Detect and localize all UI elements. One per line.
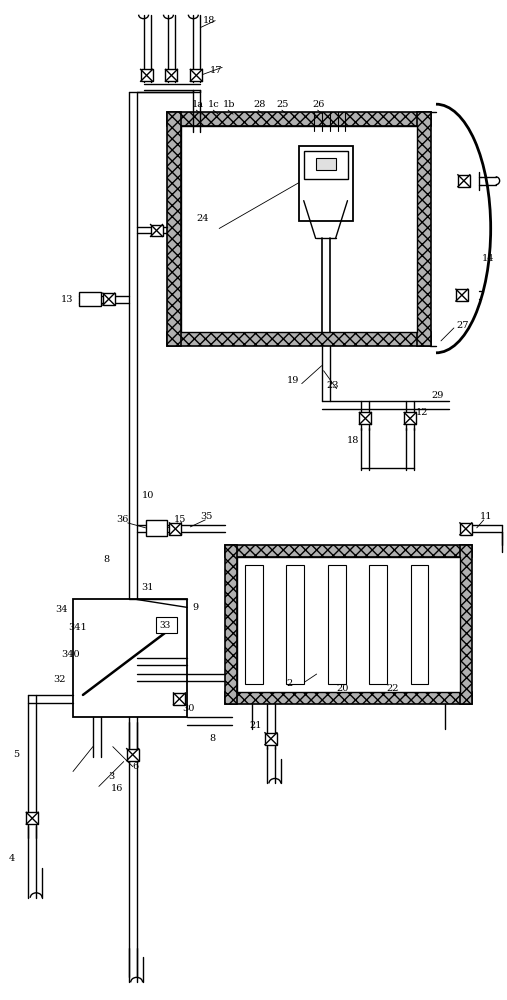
- Bar: [225, 545, 472, 557]
- Text: 12: 12: [416, 408, 428, 417]
- Text: 4: 4: [8, 854, 15, 863]
- Text: 33: 33: [160, 621, 171, 630]
- Text: 6: 6: [133, 762, 139, 771]
- Bar: [328, 565, 346, 684]
- Text: 22: 22: [386, 684, 399, 693]
- Text: 16: 16: [111, 784, 123, 793]
- Text: 36: 36: [116, 515, 128, 524]
- Text: 340: 340: [61, 650, 80, 659]
- Text: 32: 32: [53, 675, 65, 684]
- Text: 24: 24: [196, 214, 209, 223]
- Text: 20: 20: [337, 684, 349, 693]
- Text: 2: 2: [287, 679, 293, 688]
- Text: 19: 19: [287, 376, 299, 385]
- Text: 13: 13: [61, 295, 74, 304]
- Bar: [169, 523, 182, 535]
- Bar: [146, 520, 167, 536]
- Text: 15: 15: [173, 515, 186, 524]
- Bar: [103, 293, 115, 305]
- Text: 31: 31: [141, 583, 154, 592]
- Text: 11: 11: [480, 512, 492, 521]
- Text: 5: 5: [13, 750, 19, 759]
- Bar: [165, 69, 177, 81]
- Bar: [286, 565, 304, 684]
- Bar: [245, 565, 263, 684]
- Bar: [460, 523, 472, 535]
- Text: 35: 35: [200, 512, 212, 521]
- Text: 10: 10: [141, 491, 154, 500]
- Bar: [265, 733, 277, 745]
- Text: 21: 21: [249, 721, 262, 730]
- Text: 23: 23: [327, 381, 339, 390]
- Text: 1c: 1c: [208, 100, 220, 109]
- Text: 17: 17: [210, 66, 223, 75]
- Bar: [237, 557, 460, 692]
- Bar: [79, 292, 101, 306]
- Bar: [460, 545, 472, 704]
- Bar: [26, 812, 38, 824]
- Bar: [316, 158, 336, 170]
- Bar: [140, 69, 153, 81]
- Bar: [190, 69, 202, 81]
- Bar: [456, 289, 468, 301]
- Text: 14: 14: [482, 254, 494, 263]
- Bar: [73, 599, 188, 717]
- Text: 8: 8: [104, 555, 110, 564]
- Text: 34: 34: [55, 605, 67, 614]
- Text: 28: 28: [253, 100, 265, 109]
- Text: 27: 27: [456, 321, 468, 330]
- Text: 25: 25: [277, 100, 289, 109]
- Bar: [411, 565, 428, 684]
- Bar: [304, 151, 348, 179]
- Bar: [167, 112, 182, 346]
- Bar: [225, 545, 237, 704]
- Bar: [359, 412, 371, 424]
- Bar: [417, 112, 431, 346]
- Text: 26: 26: [313, 100, 325, 109]
- Text: 9: 9: [192, 603, 198, 612]
- Bar: [151, 225, 163, 236]
- Bar: [225, 692, 472, 704]
- Text: 30: 30: [183, 704, 195, 713]
- Text: 18: 18: [203, 16, 215, 25]
- Bar: [404, 412, 416, 424]
- Text: 8: 8: [209, 734, 215, 743]
- Bar: [173, 693, 186, 705]
- Text: 3: 3: [108, 772, 114, 781]
- Bar: [458, 175, 470, 187]
- Bar: [127, 749, 138, 761]
- Bar: [369, 565, 387, 684]
- Text: 18: 18: [346, 436, 359, 445]
- Bar: [299, 146, 353, 221]
- Bar: [156, 617, 177, 633]
- Text: 341: 341: [68, 623, 87, 632]
- Bar: [167, 112, 431, 126]
- Bar: [167, 332, 431, 346]
- Bar: [182, 126, 417, 332]
- Text: 1b: 1b: [223, 100, 236, 109]
- Text: 1a: 1a: [191, 100, 203, 109]
- Text: 29: 29: [431, 391, 444, 400]
